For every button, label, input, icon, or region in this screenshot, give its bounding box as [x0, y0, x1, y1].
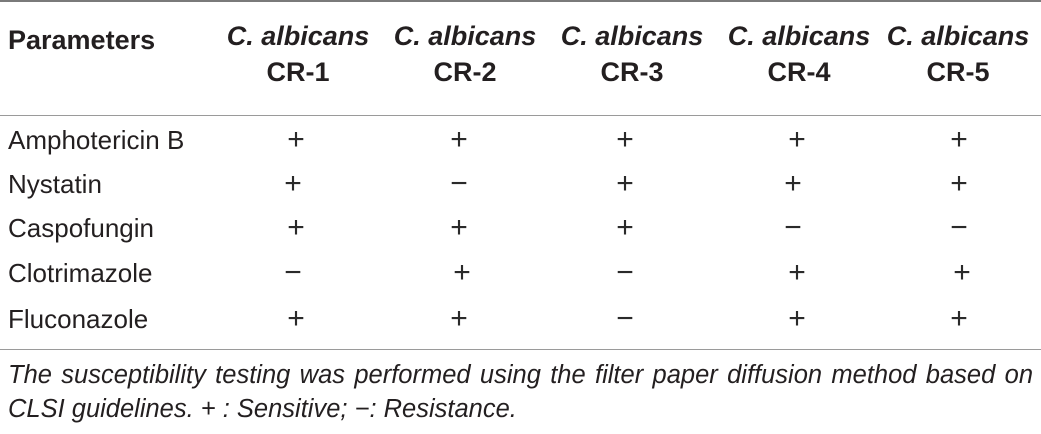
table-footnote: The susceptibility testing was performed…: [8, 361, 1033, 423]
cell-value: +: [616, 167, 634, 200]
row-label: Fluconazole: [8, 304, 149, 334]
column-species: C. albicans: [226, 21, 370, 51]
cell-value: +: [616, 123, 634, 156]
column-species: C. albicans: [393, 21, 537, 51]
cell-value: +: [950, 123, 968, 156]
cell-value: +: [284, 167, 302, 200]
cell-value: +: [450, 211, 468, 244]
cell-value: −: [616, 256, 634, 289]
cell-value: +: [453, 256, 471, 289]
column-strain: CR-1: [266, 57, 330, 87]
table-header: Parameters C. albicans CR-1 C. albicans …: [0, 18, 1041, 108]
column-strain: CR-3: [600, 57, 664, 87]
cell-value: −: [450, 167, 468, 200]
cell-value: +: [450, 123, 468, 156]
cell-value: +: [788, 123, 806, 156]
cell-value: +: [788, 256, 806, 289]
column-strain: CR-2: [433, 57, 497, 87]
row-label: Caspofungin: [8, 213, 154, 243]
table-bottom-rule: [0, 349, 1041, 350]
cell-value: +: [616, 211, 634, 244]
cell-value: −: [616, 302, 634, 335]
cell-value: +: [287, 302, 305, 335]
cell-value: +: [287, 123, 305, 156]
row-label: Amphotericin B: [8, 125, 185, 155]
cell-value: −: [784, 211, 802, 244]
cell-value: −: [950, 211, 968, 244]
table-row: Caspofungin + + + − −: [0, 206, 1041, 250]
header-divider-rule: [0, 115, 1041, 116]
column-header-cr3: C. albicans CR-3: [547, 18, 717, 90]
row-label: Clotrimazole: [8, 258, 153, 288]
table-row: Nystatin + − + + +: [0, 162, 1041, 206]
row-label: Nystatin: [8, 169, 102, 199]
column-strain: CR-4: [767, 57, 831, 87]
column-header-cr4: C. albicans CR-4: [714, 18, 884, 90]
column-header-cr5: C. albicans CR-5: [873, 18, 1041, 90]
table-row: Fluconazole + + − + +: [0, 297, 1041, 341]
parameters-header: Parameters: [8, 25, 156, 55]
cell-value: −: [284, 256, 302, 289]
table-row: Clotrimazole − + − + +: [0, 251, 1041, 295]
cell-value: +: [788, 302, 806, 335]
table-row: Amphotericin B + + + + +: [0, 118, 1041, 162]
cell-value: +: [950, 167, 968, 200]
column-header-cr1: C. albicans CR-1: [213, 18, 383, 90]
column-species: C. albicans: [560, 21, 704, 51]
cell-value: +: [287, 211, 305, 244]
column-species: C. albicans: [886, 21, 1030, 51]
column-header-cr2: C. albicans CR-2: [380, 18, 550, 90]
cell-value: +: [953, 256, 971, 289]
cell-value: +: [950, 302, 968, 335]
table-top-rule: [0, 0, 1041, 2]
column-species: C. albicans: [727, 21, 871, 51]
cell-value: +: [450, 302, 468, 335]
column-strain: CR-5: [926, 57, 990, 87]
cell-value: +: [784, 167, 802, 200]
